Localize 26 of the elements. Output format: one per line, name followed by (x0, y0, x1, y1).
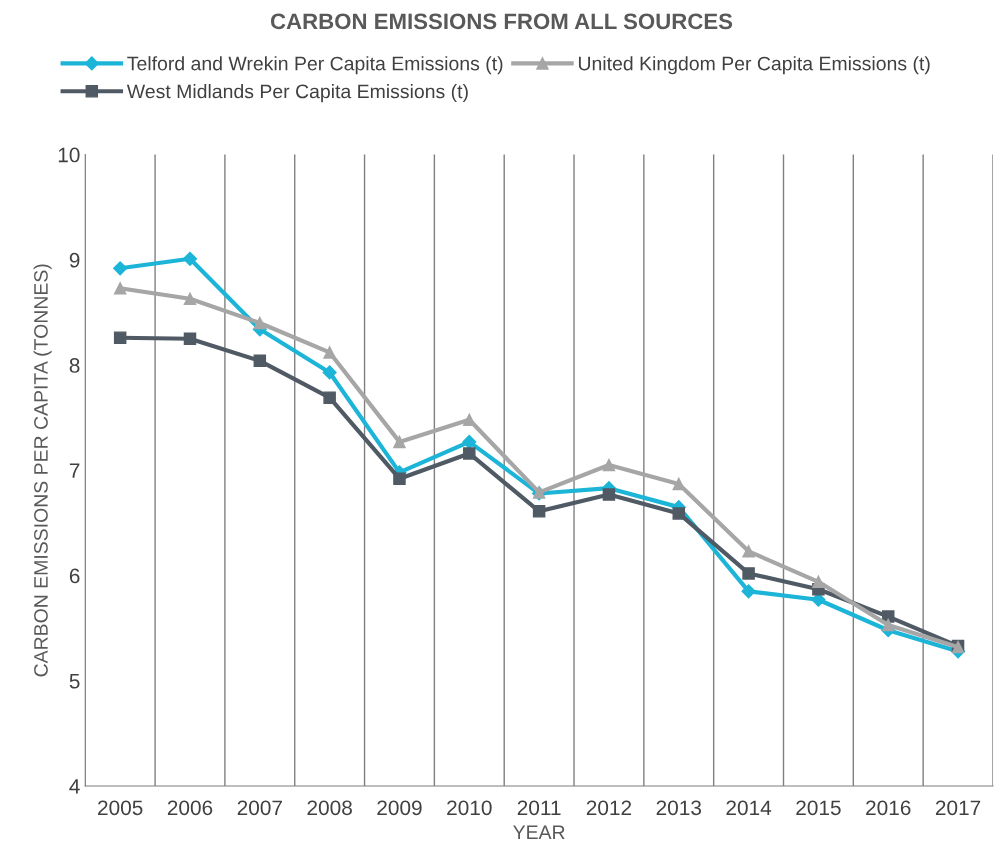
y-axis-title: CARBON EMISSIONS PER CAPITA (TONNES) (33, 264, 52, 677)
x-tick-label: 2010 (447, 800, 492, 816)
x-tick-label: 2006 (167, 800, 213, 816)
y-tick-label: 8 (69, 358, 80, 373)
x-tick-label: 2017 (935, 800, 981, 816)
x-tick-label: 2007 (237, 800, 282, 816)
x-tick-label: 2013 (656, 800, 702, 816)
y-tick-label: 4 (69, 779, 80, 794)
x-tick-label: 2009 (377, 800, 422, 816)
legend-label: West Midlands Per Capita Emissions (t) (126, 84, 468, 103)
x-tick-label: 2012 (586, 800, 632, 816)
x-tick-label: 2008 (307, 800, 352, 816)
chart-title: CARBON EMISSIONS FROM ALL SOURCES (270, 13, 733, 30)
y-tick-label: 7 (69, 463, 80, 478)
x-axis-title: YEAR (513, 825, 565, 839)
x-tick-label: 2015 (796, 800, 841, 816)
x-tick-label: 2011 (517, 800, 561, 816)
y-tick-label: 9 (69, 252, 80, 268)
legend-label: Telford and Wrekin Per Capita Emissions (t) (127, 56, 503, 75)
legend-label: United Kingdom Per Capita Emissions (t) (578, 56, 930, 75)
x-tick-label: 2014 (726, 800, 772, 816)
x-tick-label: 2016 (866, 800, 911, 816)
y-tick-label: 10 (58, 147, 80, 163)
y-tick-label: 6 (69, 568, 80, 584)
y-tick-label: 5 (69, 673, 80, 689)
x-tick-label: 2005 (98, 800, 143, 816)
